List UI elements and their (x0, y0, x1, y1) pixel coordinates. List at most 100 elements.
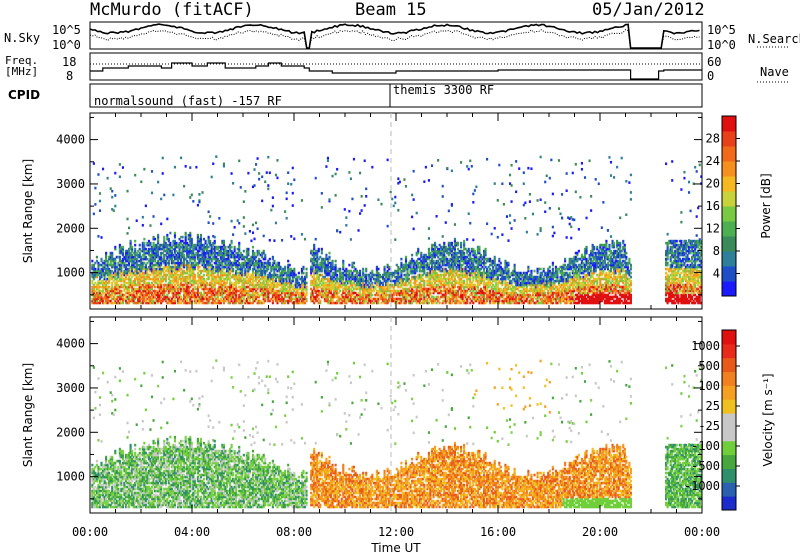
power-cell (228, 255, 232, 259)
power-cell (183, 291, 186, 295)
power-cell (279, 265, 282, 269)
power-cell (103, 259, 106, 263)
power-cell (290, 299, 293, 303)
power-cell (167, 285, 170, 289)
power-cell (235, 251, 238, 255)
power-cell (265, 283, 268, 287)
power-cell (143, 297, 146, 301)
power-cell (175, 271, 178, 275)
power-cell (273, 281, 276, 285)
power-cell (264, 291, 267, 295)
power-cell (228, 267, 232, 271)
power-cell (227, 257, 230, 261)
power-cell (195, 279, 198, 283)
power-cell (164, 299, 167, 303)
power-cell (180, 259, 183, 263)
power-cell (189, 257, 192, 261)
power-cell (187, 247, 190, 251)
power-cell (313, 281, 316, 285)
power-cell (178, 285, 181, 289)
power-cell (273, 283, 276, 287)
power-cell (271, 281, 274, 285)
power-cell (258, 269, 261, 273)
power-cell (265, 287, 268, 291)
power-cell (215, 251, 218, 255)
power-cell (190, 249, 193, 253)
power-cell (258, 257, 261, 261)
power-cell (216, 253, 219, 257)
cpid-segment-1: normalsound (fast) -157 RF (94, 94, 282, 108)
power-cell (166, 261, 169, 265)
power-cell (212, 222, 215, 225)
power-cell (336, 167, 339, 171)
power-cell (196, 253, 199, 257)
power-cell (247, 253, 250, 257)
power-cell (140, 273, 143, 277)
power-cell (268, 261, 271, 265)
power-cell (198, 273, 201, 277)
power-cell (201, 299, 204, 303)
power-cell (258, 261, 261, 265)
power-cell (227, 251, 230, 255)
power-cell (201, 251, 204, 255)
power-cell (277, 277, 281, 281)
power-cell (132, 261, 135, 265)
power-cell (207, 245, 210, 249)
power-cell (195, 287, 198, 291)
power-cell (103, 297, 106, 301)
power-cell (134, 243, 137, 247)
power-cell (192, 267, 195, 271)
power-cell (187, 267, 190, 271)
power-cell (111, 275, 114, 279)
power-cell (228, 271, 232, 275)
power-cell (285, 197, 288, 201)
power-cell (154, 289, 157, 293)
power-cell (180, 283, 183, 287)
power-cell (118, 265, 121, 269)
power-cell (199, 295, 203, 299)
power-cell (221, 289, 224, 293)
power-cell (242, 263, 245, 267)
power-cell (316, 265, 319, 269)
power-cell (132, 257, 135, 261)
power-cell (313, 247, 316, 251)
power-cell (144, 275, 147, 279)
power-cell (352, 261, 356, 265)
power-cell (149, 265, 152, 269)
power-cell (100, 271, 103, 275)
power-cell (160, 261, 163, 265)
power-cell (189, 255, 192, 259)
power-cell (127, 261, 131, 265)
power-cell (183, 269, 186, 273)
power-cell (207, 289, 210, 293)
power-cell (163, 247, 166, 251)
power-cell (233, 275, 236, 279)
power-cell (193, 245, 196, 249)
power-cell (277, 283, 281, 287)
power-cell (475, 185, 478, 189)
power-cell (169, 257, 172, 261)
power-cell (222, 245, 225, 249)
power-cell (325, 253, 328, 257)
power-cell (276, 301, 279, 305)
power-cell (274, 285, 278, 289)
power-cell (280, 301, 284, 305)
power-cell (253, 261, 256, 265)
power-cell (126, 217, 129, 221)
power-cell (118, 289, 121, 293)
power-cell (132, 295, 135, 299)
power-cell (279, 299, 282, 303)
power-cell (169, 295, 172, 299)
power-cell (219, 279, 222, 283)
power-cell (241, 261, 244, 265)
power-cell (101, 167, 105, 171)
power-cell (247, 289, 250, 293)
power-cell (227, 269, 230, 273)
power-cell (181, 255, 184, 259)
power-cell (202, 285, 206, 289)
power-cell (118, 249, 121, 253)
power-cell (172, 291, 175, 295)
power-cell (187, 249, 190, 253)
power-cell (176, 299, 180, 303)
power-cell (209, 215, 212, 218)
